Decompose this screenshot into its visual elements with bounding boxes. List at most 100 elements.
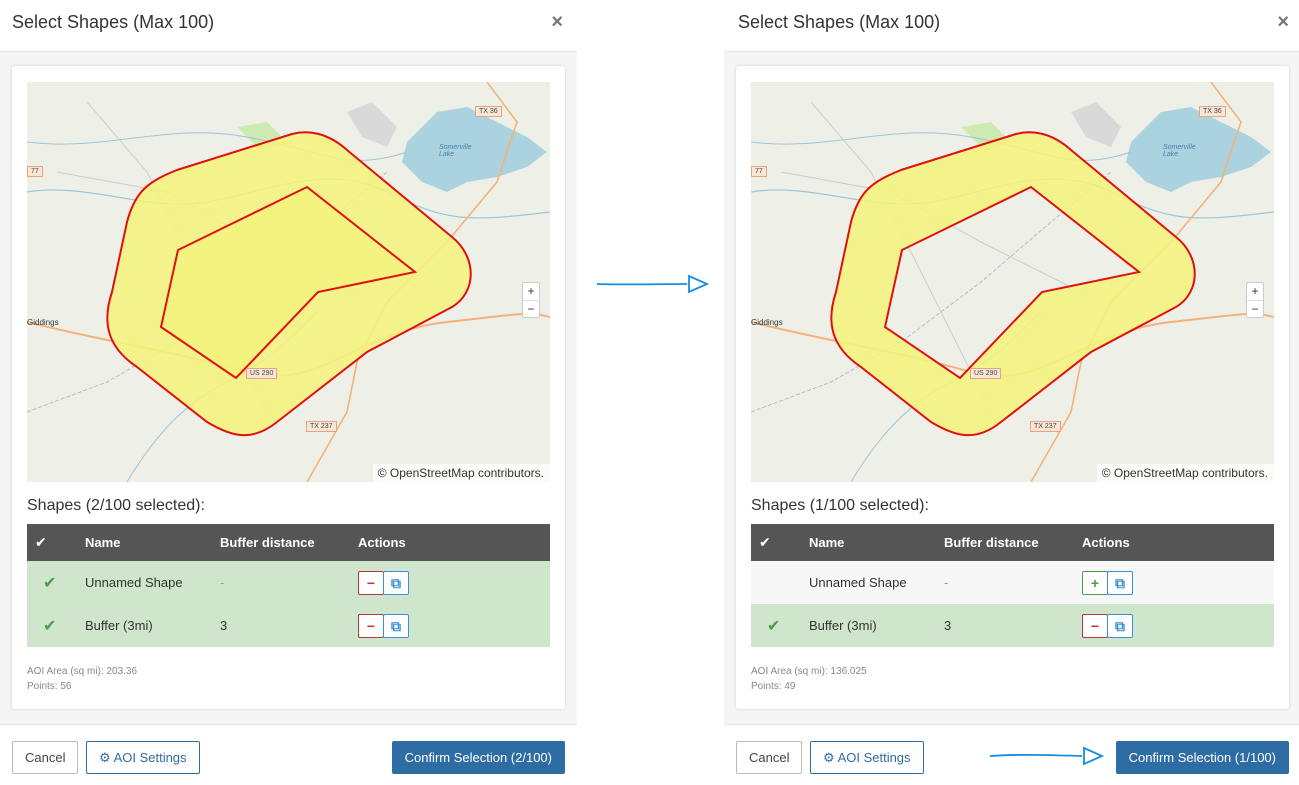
close-icon[interactable]: × — [1277, 11, 1289, 33]
map-canvas — [27, 82, 550, 482]
urban-area — [347, 102, 397, 147]
map-town-giddings: Giddings — [27, 318, 59, 327]
map-label-tx237: TX 237 — [306, 421, 337, 432]
urban-area — [1071, 102, 1121, 147]
check-column-header: ✔ — [751, 524, 809, 561]
zoom-out-button[interactable]: − — [523, 300, 539, 317]
selected-check-icon: ✔ — [43, 574, 57, 592]
copy-icon[interactable]: ⧉ — [383, 613, 409, 638]
check-icon: ✔ — [35, 534, 47, 550]
map-town-giddings: Giddings — [751, 318, 783, 327]
buffer-distance: 3 — [944, 618, 952, 633]
transition-arrow — [596, 274, 710, 294]
points-count: Points: 49 — [751, 681, 796, 692]
map-view[interactable]: TX 36 77 TX 237 US 290 Giddings Somervil… — [751, 82, 1274, 482]
check-icon: ✔ — [759, 534, 771, 550]
modal-body: TX 36 77 TX 237 US 290 Giddings Somervil… — [0, 52, 577, 724]
copy-icon[interactable]: ⧉ — [1107, 570, 1133, 595]
aoi-stats: AOI Area (sq mi): 203.36 Points: 56 — [27, 664, 137, 694]
points-count: Points: 56 — [27, 681, 72, 692]
aoi-settings-label: AOI Settings — [837, 750, 911, 765]
zoom-control: + − — [1246, 282, 1264, 318]
aoi-area: AOI Area (sq mi): 136.025 — [751, 666, 867, 677]
map-canvas — [751, 82, 1274, 482]
table-row[interactable]: ✔ Unnamed Shape - − ⧉ — [27, 561, 550, 604]
aoi-settings-button[interactable]: ⚙ AOI Settings — [810, 741, 924, 774]
modal-title: Select Shapes (Max 100) — [738, 12, 941, 32]
modal-footer: Cancel ⚙ AOI Settings Confirm Selection … — [0, 724, 577, 785]
map-label-tx36: TX 36 — [475, 106, 502, 117]
gear-icon: ⚙ — [99, 750, 111, 765]
map-label-tx36: TX 36 — [1199, 106, 1226, 117]
lake-shape — [1126, 107, 1271, 192]
shape-name: Buffer (3mi) — [85, 618, 153, 633]
shapes-card: TX 36 77 TX 237 US 290 Giddings Somervil… — [736, 66, 1289, 709]
copy-icon[interactable]: ⧉ — [383, 570, 409, 595]
zoom-control: + − — [522, 282, 540, 318]
zoom-in-button[interactable]: + — [1251, 284, 1259, 298]
buffer-column-header: Buffer distance — [220, 535, 315, 550]
aoi-stats: AOI Area (sq mi): 136.025 Points: 49 — [751, 664, 867, 694]
shapes-heading: Shapes (2/100 selected): — [27, 497, 205, 514]
aoi-area: AOI Area (sq mi): 203.36 — [27, 666, 138, 677]
cancel-button[interactable]: Cancel — [736, 741, 803, 774]
shapes-table: ✔ Name Buffer distance Actions ✔ Unnamed… — [27, 524, 550, 647]
confirm-selection-button[interactable]: Confirm Selection (1/100) — [1115, 741, 1289, 774]
map-label-lake: Somerville Lake — [439, 144, 472, 158]
actions-column-header: Actions — [358, 535, 406, 550]
selected-check-icon: ✔ — [43, 617, 57, 635]
copy-icon[interactable]: ⧉ — [1107, 613, 1133, 638]
map-view[interactable]: TX 36 77 TX 237 US 290 Giddings Somervil… — [27, 82, 550, 482]
modal-header: Select Shapes (Max 100) × — [724, 0, 1299, 52]
table-header-row: ✔ Name Buffer distance Actions — [27, 524, 550, 561]
table-row[interactable]: Unnamed Shape - + ⧉ — [751, 561, 1274, 604]
modal-header: Select Shapes (Max 100) × — [0, 0, 577, 52]
shape-polygon — [159, 185, 418, 380]
confirm-selection-button[interactable]: Confirm Selection (2/100) — [391, 741, 565, 774]
table-row[interactable]: ✔ Buffer (3mi) 3 − ⧉ — [751, 604, 1274, 647]
close-icon[interactable]: × — [551, 11, 563, 33]
buffer-column-header: Buffer distance — [944, 535, 1039, 550]
shapes-card: TX 36 77 TX 237 US 290 Giddings Somervil… — [12, 66, 565, 709]
map-label-77: 77 — [27, 166, 43, 177]
map-label-us290: US 290 — [246, 368, 278, 379]
shape-name: Buffer (3mi) — [809, 618, 877, 633]
table-header-row: ✔ Name Buffer distance Actions — [751, 524, 1274, 561]
name-column-header: Name — [809, 535, 845, 550]
buffer-distance: - — [220, 575, 225, 590]
gear-icon: ⚙ — [823, 750, 835, 765]
cancel-button[interactable]: Cancel — [12, 741, 79, 774]
deselect-button[interactable]: − — [1082, 613, 1108, 638]
map-attribution[interactable]: © OpenStreetMap contributors. — [1096, 464, 1274, 482]
modal-body: TX 36 77 TX 237 US 290 Giddings Somervil… — [724, 52, 1299, 724]
shapes-table: ✔ Name Buffer distance Actions Unnamed S… — [751, 524, 1274, 647]
selected-check-icon: ✔ — [767, 617, 781, 635]
lake-shape — [402, 107, 547, 192]
select-shapes-modal-before: Select Shapes (Max 100) × — [0, 0, 577, 785]
aoi-settings-label: AOI Settings — [113, 750, 187, 765]
map-label-us290: US 290 — [970, 368, 1002, 379]
aoi-settings-button[interactable]: ⚙ AOI Settings — [86, 741, 200, 774]
zoom-out-button[interactable]: − — [1247, 300, 1263, 317]
shapes-heading: Shapes (1/100 selected): — [751, 497, 929, 514]
name-column-header: Name — [85, 535, 121, 550]
deselect-button[interactable]: − — [358, 613, 384, 638]
modal-title: Select Shapes (Max 100) — [12, 12, 215, 32]
buffer-distance: - — [944, 575, 949, 590]
deselect-button[interactable]: − — [358, 570, 384, 595]
shape-name: Unnamed Shape — [85, 575, 183, 590]
shape-name: Unnamed Shape — [809, 575, 907, 590]
map-attribution[interactable]: © OpenStreetMap contributors. — [372, 464, 550, 482]
buffer-polygon — [830, 131, 1196, 437]
actions-column-header: Actions — [1082, 535, 1130, 550]
map-label-tx237: TX 237 — [1030, 421, 1061, 432]
zoom-in-button[interactable]: + — [527, 284, 535, 298]
table-row[interactable]: ✔ Buffer (3mi) 3 − ⧉ — [27, 604, 550, 647]
select-shapes-modal-after: Select Shapes (Max 100) × — [724, 0, 1299, 785]
confirm-pointer-arrow — [989, 746, 1105, 766]
select-button[interactable]: + — [1082, 570, 1108, 595]
check-column-header: ✔ — [27, 524, 85, 561]
buffer-distance: 3 — [220, 618, 228, 633]
map-label-lake: Somerville Lake — [1163, 144, 1196, 158]
map-label-77: 77 — [751, 166, 767, 177]
